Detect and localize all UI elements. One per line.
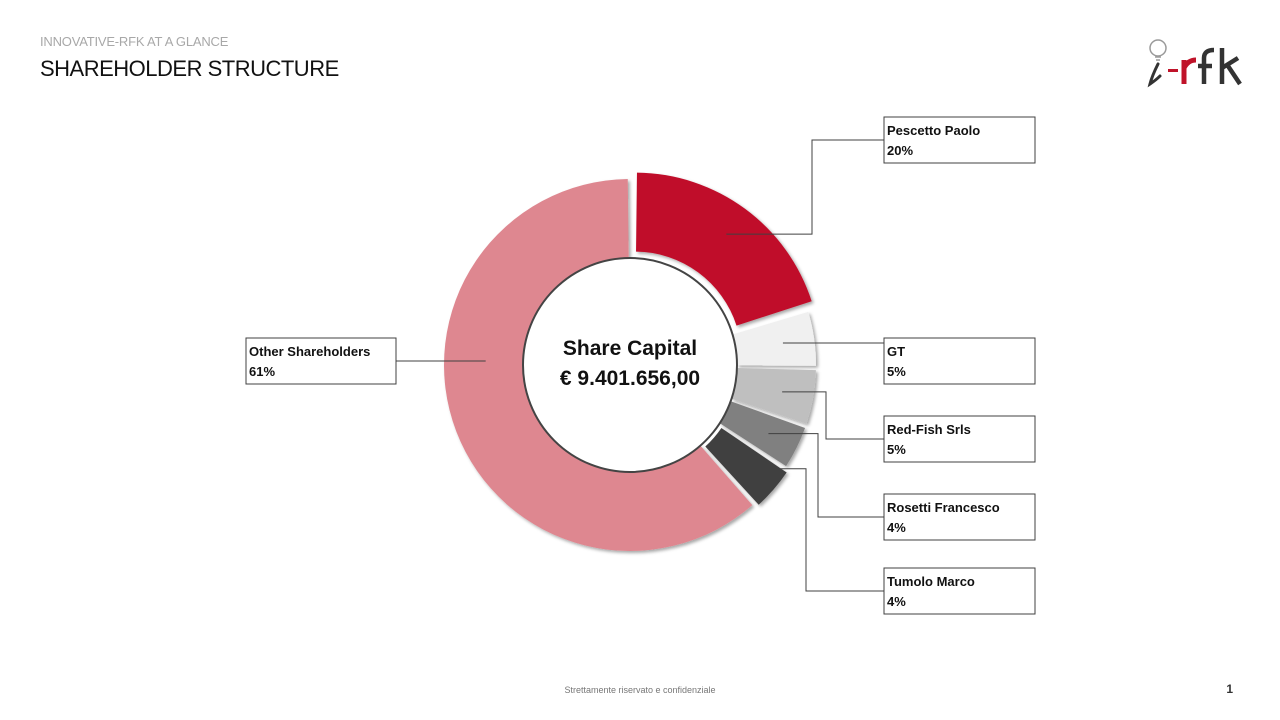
slice-other-shareholders: [444, 179, 753, 551]
center-title: Share Capital: [563, 337, 697, 360]
data-label-box: [883, 116, 1036, 164]
slice-tumolo-marco: [705, 427, 787, 505]
slice-gt: [732, 311, 816, 366]
data-label-box: [245, 337, 397, 385]
data-label-name: Other Shareholders: [249, 344, 370, 359]
footer-note: Strettamente riservato e confidenziale: [564, 685, 716, 695]
leader-line: [768, 433, 884, 518]
data-label-value: 5%: [887, 364, 906, 379]
data-label-name: GT: [887, 344, 905, 359]
data-label-name: Tumolo Marco: [887, 574, 975, 589]
data-label-name: Pescetto Paolo: [887, 123, 980, 138]
slice-pescetto-paolo: [636, 172, 812, 326]
page-number: 1: [1226, 682, 1233, 696]
data-label-value: 5%: [887, 442, 906, 457]
data-label-value: 4%: [887, 594, 906, 609]
slice-rosetti-francesco: [719, 401, 806, 467]
page-title: SHAREHOLDER STRUCTURE: [40, 56, 339, 81]
data-label-value: 61%: [249, 364, 275, 379]
data-label-box: [883, 337, 1036, 385]
data-label-box: [883, 415, 1036, 463]
slice-red-fish-srls: [731, 367, 816, 424]
company-logo: [1146, 36, 1250, 88]
data-label-box: [883, 493, 1036, 541]
share-capital-value: € 9.401.656,00: [560, 367, 700, 390]
data-label-name: Red-Fish Srls: [887, 422, 971, 437]
leader-line: [726, 139, 884, 235]
data-label-value: 20%: [887, 143, 913, 158]
data-label-name: Rosetti Francesco: [887, 500, 1000, 515]
data-label-box: [883, 567, 1036, 615]
donut-hole: [522, 257, 738, 473]
lightbulb-icon: [1147, 39, 1242, 88]
leader-line: [782, 391, 884, 440]
supertitle: INNOVATIVE-RFK AT A GLANCE: [40, 34, 229, 49]
data-label-value: 4%: [887, 520, 906, 535]
leader-line: [749, 468, 884, 592]
